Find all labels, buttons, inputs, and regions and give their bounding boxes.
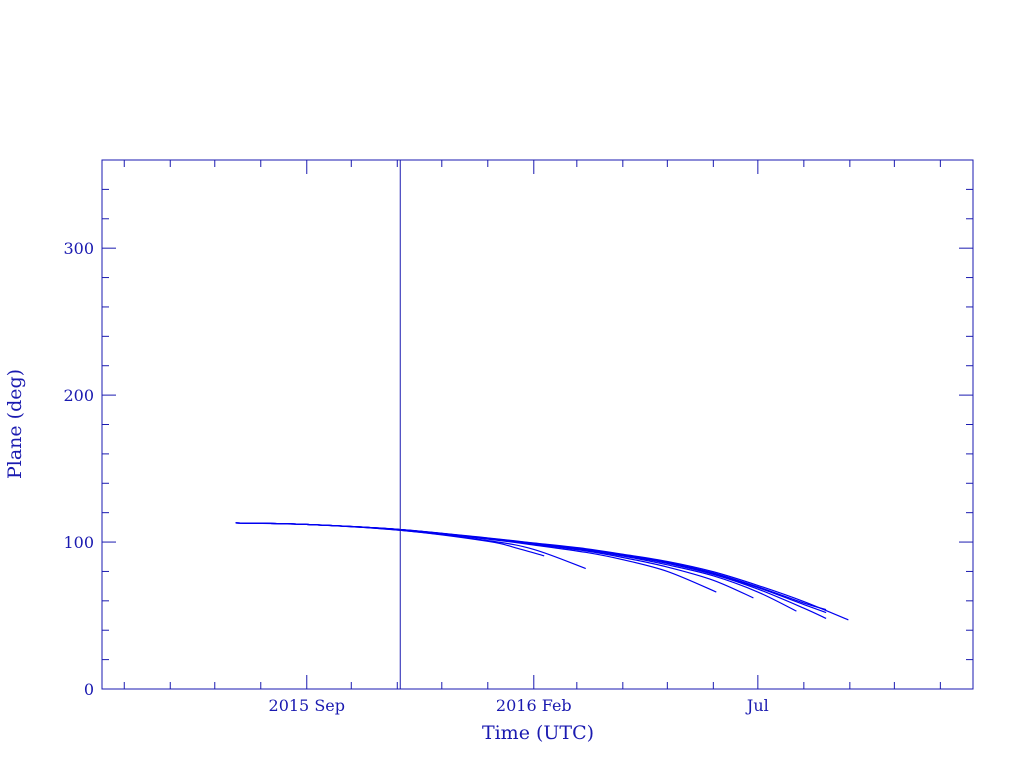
series-group [235, 522, 849, 621]
y-tick-label: 200 [63, 386, 94, 405]
x-tick-label: 2016 Feb [496, 696, 572, 715]
plot-frame [101, 159, 974, 690]
y-axis-label: Plane (deg) [4, 369, 26, 479]
series-line-9 [235, 522, 849, 621]
tick-labels: 2015 Sep 2016 Feb Jul 0 100 200 300 [63, 239, 768, 715]
axis-ticks [102, 160, 973, 690]
series-line-7 [235, 522, 827, 614]
x-tick-label: 2015 Sep [269, 696, 345, 715]
y-tick-label: 0 [84, 680, 94, 699]
series-line-6 [235, 522, 827, 620]
series-line-4 [235, 522, 754, 599]
y-tick-label: 100 [63, 533, 94, 552]
series-line-5 [235, 522, 797, 612]
y-tick-label: 300 [63, 239, 94, 258]
series-line-8 [235, 522, 827, 611]
x-axis-label: Time (UTC) [482, 722, 594, 744]
x-tick-label: Jul [745, 696, 769, 715]
